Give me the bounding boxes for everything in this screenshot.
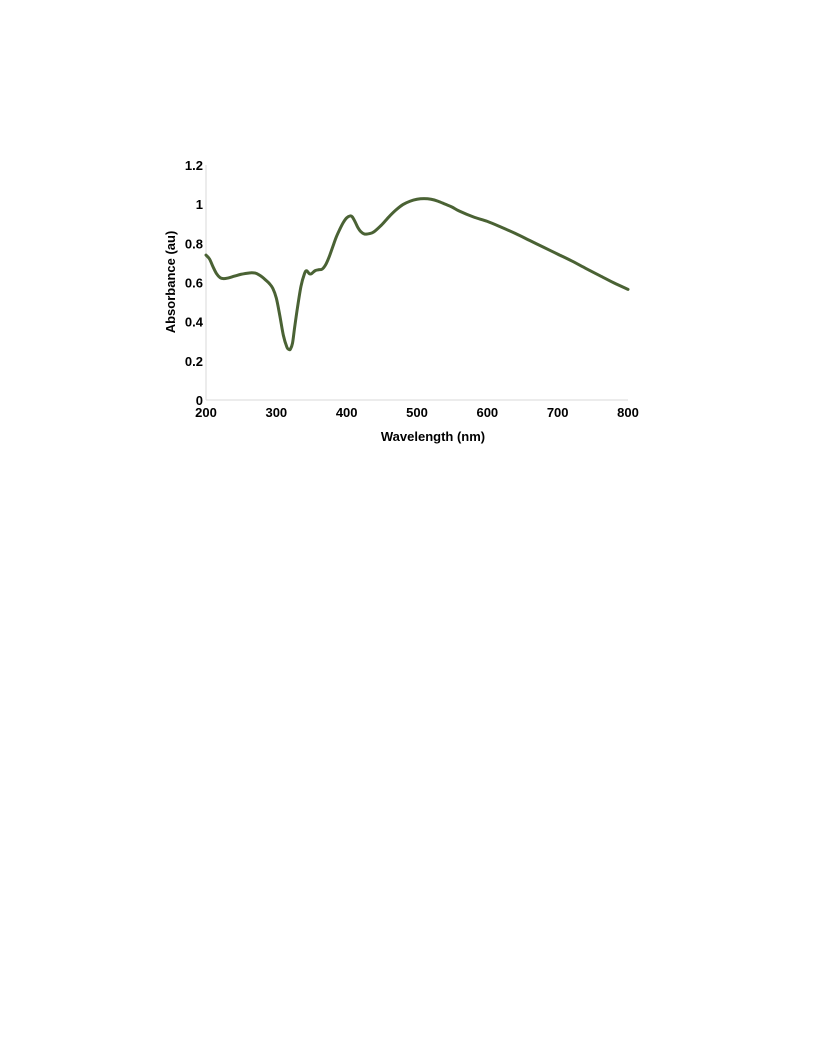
x-tick-label: 200 <box>195 405 217 420</box>
x-tick-label: 800 <box>617 405 639 420</box>
x-tick-label: 700 <box>547 405 569 420</box>
x-tick-labels: 200 300 400 500 600 700 800 <box>195 405 639 420</box>
y-tick-label: 1.2 <box>185 158 203 173</box>
y-tick-label: 0.4 <box>185 315 204 330</box>
x-tick-label: 500 <box>406 405 428 420</box>
y-tick-labels: 0 0.2 0.4 0.6 0.8 1 1.2 <box>185 158 204 408</box>
y-tick-label: 0.6 <box>185 276 203 291</box>
y-axis-title: Absorbance (au) <box>163 231 178 334</box>
y-tick-label: 0 <box>196 393 203 408</box>
absorbance-series-line <box>204 197 630 352</box>
series-layer <box>204 197 630 352</box>
y-tick-label: 0.2 <box>185 354 203 369</box>
x-tick-label: 300 <box>265 405 287 420</box>
y-tick-label: 0.8 <box>185 236 203 251</box>
x-tick-label: 600 <box>476 405 498 420</box>
x-axis-title: Wavelength (nm) <box>381 429 485 444</box>
x-tick-label: 400 <box>336 405 358 420</box>
y-tick-label: 1 <box>196 197 203 212</box>
